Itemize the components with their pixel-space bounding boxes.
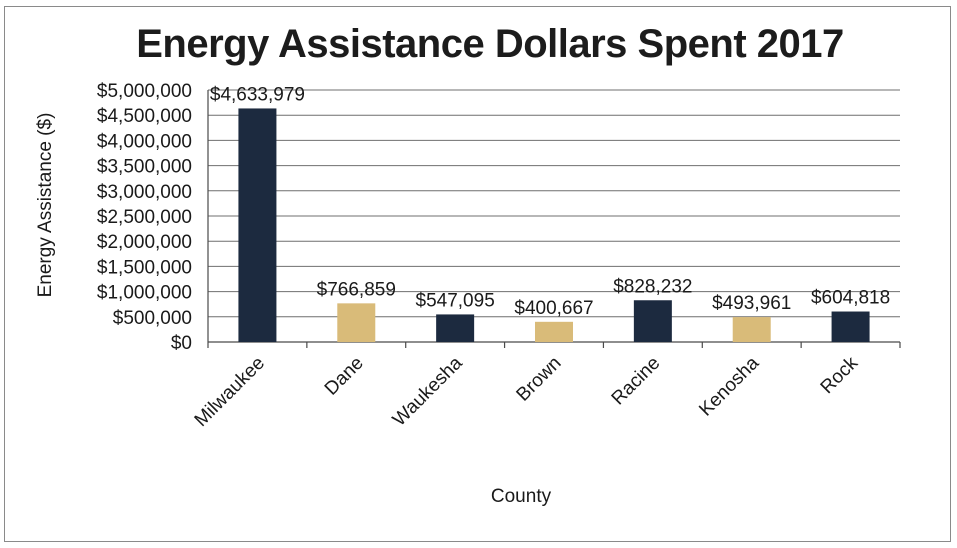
- y-tick-label: $3,500,000: [97, 157, 192, 178]
- y-tick-label: $1,500,000: [97, 257, 192, 278]
- category-label-waukesha: Waukesha: [389, 352, 467, 430]
- data-label-rock: $604,818: [811, 288, 890, 309]
- category-label-milwaukee: Milwaukee: [191, 353, 269, 431]
- bar-kenosha: [732, 317, 771, 342]
- chart-frame: [4, 6, 951, 542]
- x-tick-labels: Milwaukee Dane Waukesha Brown Racine Kenosha R…: [191, 352, 863, 431]
- data-label-racine: $828,232: [613, 276, 692, 297]
- bar-racine: [633, 300, 672, 342]
- y-tick-label: $500,000: [113, 308, 192, 329]
- y-tick-label: $3,000,000: [97, 182, 192, 203]
- y-tick-label: $0: [171, 333, 192, 354]
- data-label-milwaukee: $4,633,979: [210, 84, 305, 105]
- data-label-kenosha: $493,961: [712, 293, 791, 314]
- bar-dane: [337, 303, 376, 342]
- category-label-kenosha: Kenosha: [695, 352, 763, 420]
- category-label-brown: Brown: [513, 353, 566, 406]
- data-label-waukesha: $547,095: [416, 290, 495, 311]
- y-tick-label: $5,000,000: [97, 81, 192, 102]
- y-tick-label: $4,500,000: [97, 106, 192, 127]
- data-labels: $4,633,979 $766,859 $547,095 $400,667 $828,2…: [210, 84, 890, 318]
- category-label-dane: Dane: [321, 353, 368, 400]
- data-label-brown: $400,667: [514, 298, 593, 319]
- x-axis-title: County: [491, 486, 552, 507]
- bar-brown: [535, 321, 573, 342]
- category-label-rock: Rock: [817, 352, 863, 398]
- y-tick-label: $2,000,000: [97, 232, 192, 253]
- gridlines: [208, 89, 900, 318]
- bars: [238, 108, 870, 343]
- y-tick-label: $2,500,000: [97, 207, 192, 228]
- category-label-racine: Racine: [608, 353, 665, 410]
- y-axis-title: Energy Assistance ($): [35, 113, 56, 298]
- data-label-dane: $766,859: [317, 279, 396, 300]
- chart-title: Energy Assistance Dollars Spent 2017: [136, 22, 844, 66]
- y-tick-label: $4,000,000: [97, 131, 192, 152]
- y-tick-labels: $0 $500,000 $1,000,000 $1,500,000 $2,000,000…: [97, 81, 192, 354]
- bar-waukesha: [436, 314, 475, 342]
- y-tick-label: $1,000,000: [97, 283, 192, 304]
- bar-rock: [831, 311, 870, 342]
- bar-milwaukee: [238, 108, 277, 343]
